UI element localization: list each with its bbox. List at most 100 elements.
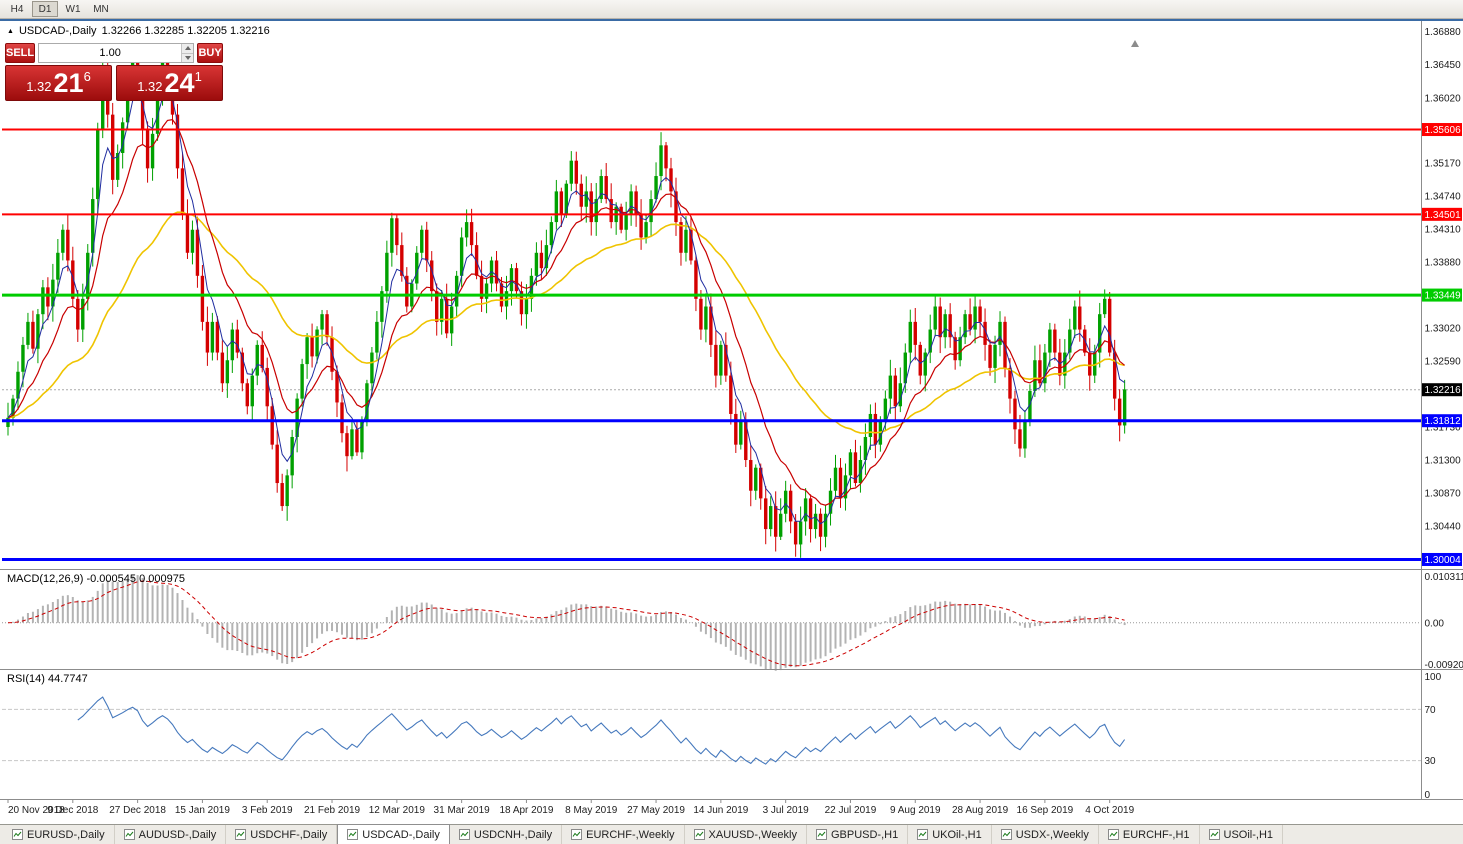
svg-text:1.36020: 1.36020 (1425, 93, 1462, 104)
svg-text:100: 100 (1425, 672, 1442, 683)
chart-tab-eurchf-h1[interactable]: EURCHF-,H1 (1099, 825, 1200, 844)
chart-title: ▲ USDCAD-,Daily 1.32266 1.32285 1.32205 … (7, 25, 270, 37)
timeframe-button-h4[interactable]: H4 (4, 1, 30, 17)
rsi-label: RSI(14) 44.7747 (7, 673, 88, 685)
rsi-line (77, 696, 1126, 765)
chart-icon (1107, 829, 1119, 840)
candles-layer (6, 43, 1127, 558)
chart-icon (12, 829, 23, 840)
chart-icon (458, 829, 470, 840)
svg-text:21 Feb 2019: 21 Feb 2019 (304, 805, 361, 816)
chart-icon (571, 829, 583, 840)
chart-icon (815, 829, 827, 840)
chart-icon (1208, 829, 1220, 840)
tab-label: USDX-,Weekly (1015, 828, 1089, 841)
svg-text:14 Jun 2019: 14 Jun 2019 (693, 805, 748, 816)
svg-text:18 Apr 2019: 18 Apr 2019 (499, 805, 553, 816)
price-axis-ticks: 1.36880 1.36450 1.36020 1.35170 1.34740 1.343… (1425, 27, 1462, 532)
arrow-down-icon (184, 55, 191, 60)
chart-tab-usoil-h1[interactable]: USOil-,H1 (1200, 825, 1284, 844)
chart-icon (693, 829, 705, 840)
svg-text:1.36880: 1.36880 (1425, 27, 1462, 38)
chart-tabbar: EURUSD-,Daily AUDUSD-,Daily USDCHF-,Daily U… (0, 824, 1463, 844)
svg-text:3 Jul 2019: 3 Jul 2019 (763, 805, 810, 816)
tick-direction-icon: ▲ (7, 27, 14, 35)
svg-text:1.35170: 1.35170 (1425, 158, 1462, 169)
svg-text:1.33880: 1.33880 (1425, 257, 1462, 268)
volume-field[interactable] (38, 43, 195, 63)
chart-icon (917, 829, 929, 840)
chart-tab-usdx-weekly[interactable]: USDX-,Weekly (992, 825, 1099, 844)
chart-tab-gbpusd-h1[interactable]: GBPUSD-,H1 (807, 825, 909, 844)
macd-label: MACD(12,26,9) -0.000545 0.000975 (7, 573, 185, 585)
svg-text:15 Jan 2019: 15 Jan 2019 (175, 805, 230, 816)
svg-text:1.32216: 1.32216 (1425, 385, 1462, 396)
svg-text:20 Nov 2018: 20 Nov 2018 (8, 805, 65, 816)
svg-text:1.34740: 1.34740 (1425, 191, 1462, 202)
chart-canvas[interactable]: 1.36880 1.36450 1.36020 1.35170 1.34740 1.343… (0, 21, 1463, 824)
buy-price-base: 1.32 (137, 79, 163, 94)
sell-button[interactable]: SELL (5, 43, 36, 63)
one-click-trade-panel: SELL BUY 1.32 21 6 1.32 (5, 43, 223, 101)
tab-label: USOil-,H1 (1223, 828, 1274, 841)
svg-text:1.34310: 1.34310 (1425, 224, 1462, 235)
tab-label: UKOil-,H1 (932, 828, 982, 841)
svg-text:8 May 2019: 8 May 2019 (565, 805, 618, 816)
svg-text:28 Aug 2019: 28 Aug 2019 (952, 805, 1009, 816)
chart-tab-usdchf-daily[interactable]: USDCHF-,Daily (226, 825, 338, 844)
buy-button[interactable]: BUY (197, 43, 223, 63)
buy-price-button[interactable]: 1.32 24 1 (116, 65, 223, 101)
price-badge: 1.34501 (1422, 207, 1462, 221)
svg-text:1.31730: 1.31730 (1425, 423, 1462, 434)
chart-tab-eurusd-daily[interactable]: EURUSD-,Daily (3, 825, 115, 844)
price-badge: 1.35606 (1422, 123, 1462, 137)
chart-tab-usdcnh-daily[interactable]: USDCNH-,Daily (450, 825, 563, 844)
volume-spinner (181, 44, 194, 62)
svg-text:9 Aug 2019: 9 Aug 2019 (890, 805, 941, 816)
svg-text:9 Dec 2018: 9 Dec 2018 (47, 805, 99, 816)
sell-price-button[interactable]: 1.32 21 6 (5, 65, 112, 101)
chart-tab-ukoil-h1[interactable]: UKOil-,H1 (908, 825, 992, 844)
chart-ohlc-values: 1.32266 1.32285 1.32205 1.32216 (101, 25, 270, 37)
svg-text:12 Mar 2019: 12 Mar 2019 (369, 805, 426, 816)
chart-tab-xauusd-weekly[interactable]: XAUUSD-,Weekly (685, 825, 807, 844)
chart-symbol-period: USDCAD-,Daily (18, 25, 97, 37)
timeframe-button-w1[interactable]: W1 (60, 1, 86, 17)
sell-price-point: 6 (83, 69, 91, 84)
buy-price-pips: 24 (164, 68, 195, 98)
svg-text:1.31812: 1.31812 (1425, 416, 1462, 427)
moving-average-line (7, 211, 1125, 434)
chart-icon (1000, 829, 1012, 840)
svg-text:1.32590: 1.32590 (1425, 357, 1462, 368)
svg-text:3 Feb 2019: 3 Feb 2019 (242, 805, 293, 816)
svg-text:1.33020: 1.33020 (1425, 324, 1462, 335)
chart-icon (347, 829, 359, 840)
chart-tab-usdcad-daily[interactable]: USDCAD-,Daily (337, 824, 450, 844)
svg-text:1.30440: 1.30440 (1425, 522, 1462, 533)
chart-tab-audusd-daily[interactable]: AUDUSD-,Daily (115, 825, 227, 844)
volume-decrease-button[interactable] (182, 52, 194, 62)
svg-text:31 Mar 2019: 31 Mar 2019 (434, 805, 491, 816)
volume-input[interactable] (39, 44, 182, 62)
timeframe-button-d1[interactable]: D1 (32, 1, 58, 17)
chart-window: 1.36880 1.36450 1.36020 1.35170 1.34740 1.343… (0, 19, 1463, 824)
tab-label: EURCHF-,H1 (1122, 828, 1190, 841)
buy-price-point: 1 (194, 69, 202, 84)
arrow-up-icon (184, 46, 191, 51)
svg-text:4 Oct 2019: 4 Oct 2019 (1085, 805, 1134, 816)
tab-label: EURCHF-,Weekly (586, 828, 675, 841)
svg-text:1.34501: 1.34501 (1425, 210, 1462, 221)
svg-text:22 Jul 2019: 22 Jul 2019 (825, 805, 877, 816)
svg-text:27 May 2019: 27 May 2019 (627, 805, 685, 816)
timeframe-toolbar: H4 D1 W1 MN (0, 0, 1463, 19)
volume-increase-button[interactable] (182, 44, 194, 53)
timeframe-button-mn[interactable]: MN (88, 1, 114, 17)
tab-label: USDCAD-,Daily (362, 828, 440, 841)
chart-icon (123, 829, 135, 840)
svg-text:-0.009203: -0.009203 (1425, 660, 1463, 671)
chart-tab-eurchf-weekly[interactable]: EURCHF-,Weekly (562, 825, 685, 844)
chart-icon (235, 829, 247, 840)
svg-text:0.010311: 0.010311 (1425, 572, 1463, 583)
price-badge: 1.30004 (1422, 552, 1462, 566)
